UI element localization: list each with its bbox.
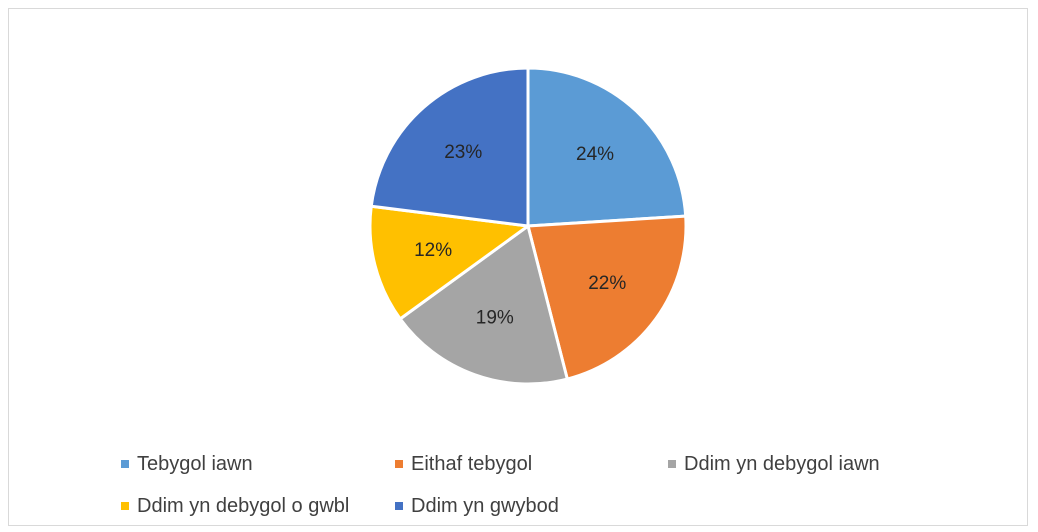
data-label-tebygol-iawn: 24% bbox=[576, 144, 614, 165]
data-label-eithaf-tebygol: 22% bbox=[588, 273, 626, 294]
legend-swatch bbox=[121, 502, 129, 510]
pie-slice-ddim-yn-gwybod bbox=[369, 66, 530, 228]
legend-label: Ddim yn debygol iawn bbox=[684, 452, 880, 475]
legend-item-ddim-yn-gwybod: Ddim yn gwybod bbox=[395, 493, 559, 519]
legend-swatch bbox=[121, 460, 129, 468]
pie-slice-eithaf-tebygol bbox=[526, 214, 688, 381]
legend-label: Tebygol iawn bbox=[137, 452, 253, 475]
legend-label: Ddim yn gwybod bbox=[411, 494, 559, 517]
legend-item-ddim-yn-debygol-iawn: Ddim yn debygol iawn bbox=[668, 451, 880, 477]
data-label-ddim-yn-gwybod: 23% bbox=[444, 142, 482, 163]
legend-label: Eithaf tebygol bbox=[411, 452, 533, 475]
pie-slice-ddim-yn-debygol-o-gwbl bbox=[368, 204, 532, 321]
pie-slices bbox=[368, 66, 688, 386]
legend-swatch bbox=[395, 460, 403, 468]
legend-label: Ddim yn debygol o gwbl bbox=[137, 494, 350, 517]
pie-slice-ddim-yn-debygol-iawn bbox=[398, 223, 570, 386]
legend-item-ddim-yn-debygol-o-gwbl: Ddim yn debygol o gwbl bbox=[121, 493, 349, 519]
legend-item-eithaf-tebygol: Eithaf tebygol bbox=[395, 451, 532, 477]
legend-item-tebygol-iawn: Tebygol iawn bbox=[121, 451, 253, 477]
data-label-ddim-yn-debygol-iawn: 19% bbox=[476, 308, 514, 329]
pie-slice-tebygol-iawn bbox=[526, 66, 688, 228]
legend-swatch bbox=[668, 460, 676, 468]
chart-frame: 24% 22% 19% 12% 23% Tebygol iawn Eithaf tebyg… bbox=[8, 8, 1028, 526]
pie-data-labels: 24% 22% 19% 12% 23% bbox=[414, 142, 626, 329]
legend-swatch bbox=[395, 502, 403, 510]
pie-chart: 24% 22% 19% 12% 23% bbox=[368, 66, 688, 386]
data-label-ddim-yn-debygol-o-gwbl: 12% bbox=[414, 240, 452, 261]
